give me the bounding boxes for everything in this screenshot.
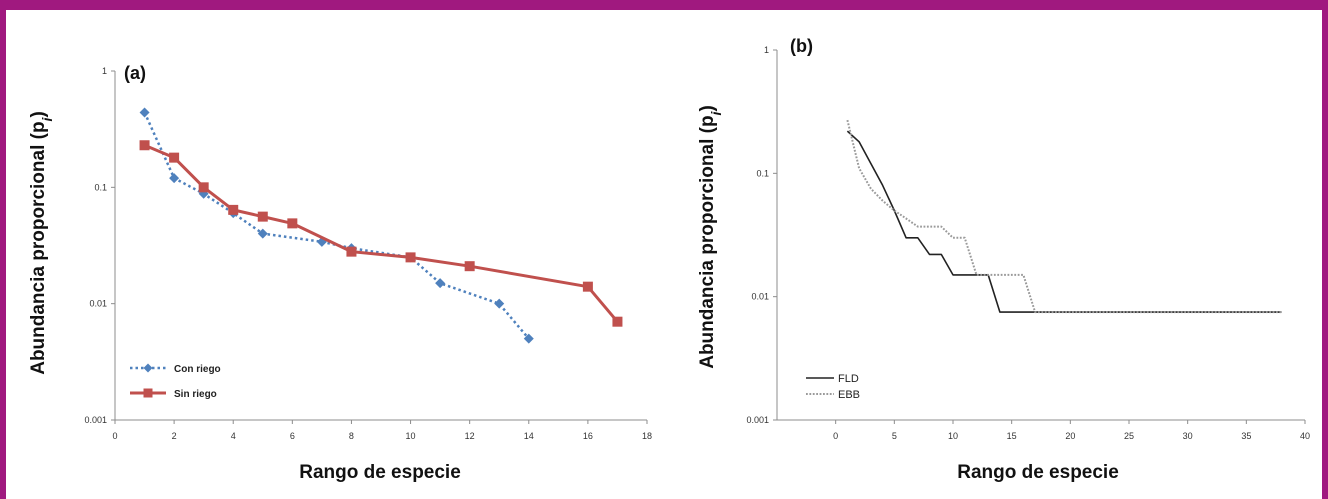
panel-a-y-tick-label: 0.01 — [89, 299, 107, 309]
panel-a-x-tick-label: 8 — [349, 431, 354, 441]
panel-a-series-con-riego-point — [139, 107, 150, 118]
panel-a-label: (a) — [124, 63, 146, 83]
panel-a-series-con-riego-point — [494, 298, 505, 309]
panel-b-y-tick-label: 0.001 — [746, 415, 769, 425]
panel-a-series-sin-riego-point — [257, 211, 268, 222]
panel-a-series-con-riego-point — [169, 173, 180, 184]
panel-a-series-sin-riego-point — [287, 218, 298, 229]
panel-b-ylabel-main: Abundancia proporcional (p — [697, 115, 718, 368]
panel-a-y-tick-label: 1 — [102, 66, 107, 76]
panel-a-series-sin-riego-point — [346, 246, 357, 257]
panel-a-legend-label: Con riego — [174, 364, 221, 375]
panel-a-series-sin-riego-point — [228, 204, 239, 215]
panel-a-series-con-riego-point — [257, 228, 268, 239]
panel-a-x-tick-label: 14 — [524, 431, 534, 441]
panel-b-ylabel-sub: i — [708, 110, 724, 115]
panel-a-y-tick-label: 0.1 — [94, 182, 107, 192]
panel-b-series-fld — [846, 130, 1282, 313]
panel-a-series-con-riego — [139, 107, 534, 344]
panel-b-y-tick-label: 1 — [764, 45, 769, 55]
panel-a-x-tick-label: 0 — [112, 431, 117, 441]
panel-b-x-tick-label: 25 — [1124, 431, 1134, 441]
panel-b-x-tick-label: 0 — [833, 431, 838, 441]
panel-b-x-tick-label: 40 — [1300, 431, 1310, 441]
panel-b-legend-label: FLD — [838, 373, 859, 385]
panel-b-x-tick-label: 30 — [1183, 431, 1193, 441]
panel-b-legend-item: EBB — [806, 389, 860, 401]
panel-b-y-tick-label: 0.1 — [756, 168, 769, 178]
panel-a-series-con-riego-point — [435, 278, 446, 289]
panel-b-series-fld-line — [846, 130, 1282, 313]
panel-a-x-tick-label: 10 — [406, 431, 416, 441]
panel-a-legend-marker — [143, 363, 153, 373]
panel-a-legend-marker — [143, 388, 153, 398]
panel-a-series-sin-riego-point — [139, 140, 150, 151]
panel-a-ylabel-close: ) — [28, 111, 49, 117]
panel-a-series-sin-riego-line — [144, 143, 619, 323]
panel-a-series-con-riego-line — [143, 111, 530, 340]
panel-b-legend-label: EBB — [838, 389, 860, 401]
panel-a-legend-item: Sin riego — [130, 388, 217, 400]
panel-a-series-sin-riego-point — [198, 182, 209, 193]
panel-a-series-sin-riego — [139, 140, 623, 327]
panel-a-x-tick-label: 6 — [290, 431, 295, 441]
panel-a-x-tick-label: 2 — [172, 431, 177, 441]
panel-b-ylabel: Abundancia proporcional (pi) — [697, 105, 724, 369]
panel-a-y-tick-label: 0.001 — [84, 415, 107, 425]
panel-b-legend-item: FLD — [806, 373, 859, 385]
panel-b-x-tick-label: 10 — [948, 431, 958, 441]
panel-a-series-sin-riego-point — [464, 261, 475, 272]
panel-b-x-tick-label: 15 — [1007, 431, 1017, 441]
panel-a-x-tick-label: 12 — [465, 431, 475, 441]
panel-b-xlabel: Rango de especie — [957, 462, 1119, 483]
panel-b-series-ebb-line — [846, 119, 1282, 314]
panel-b-x-tick-label: 35 — [1241, 431, 1251, 441]
panel-a-ylabel: Abundancia proporcional (pi) — [28, 111, 55, 375]
panel-a-series-sin-riego-point — [169, 152, 180, 163]
panel-b-y-tick-label: 0.01 — [751, 292, 769, 302]
panel-a-series-sin-riego-point — [582, 281, 593, 292]
panel-a-series-sin-riego-point — [405, 252, 416, 263]
panel-a-x-tick-label: 18 — [642, 431, 652, 441]
panel-b-ylabel-close: ) — [697, 105, 718, 111]
panel-a-series-sin-riego-point — [612, 316, 623, 327]
panel-b-series-ebb — [846, 119, 1282, 314]
panel-a-ylabel-sub: i — [39, 116, 55, 121]
panel-b-label: (b) — [790, 36, 813, 56]
panel-a-legend-label: Sin riego — [174, 389, 217, 400]
panel-b-x-tick-label: 5 — [892, 431, 897, 441]
panel-a-xlabel: Rango de especie — [299, 462, 461, 483]
panel-a-x-tick-label: 16 — [583, 431, 593, 441]
panel-b-x-tick-label: 20 — [1065, 431, 1075, 441]
panel-a-legend-item: Con riego — [130, 363, 221, 375]
panel-a-series-con-riego-point — [523, 333, 534, 344]
panel-a-x-tick-label: 4 — [231, 431, 236, 441]
panel-a-ylabel-main: Abundancia proporcional (p — [28, 121, 49, 374]
